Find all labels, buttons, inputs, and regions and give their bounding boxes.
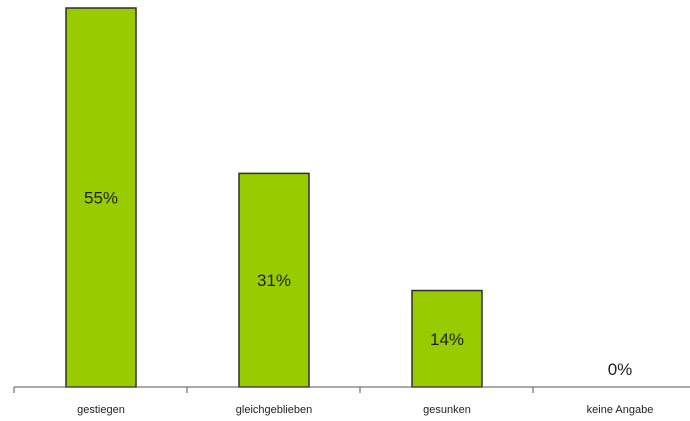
bar-0: [65, 7, 137, 388]
x-axis-ticks: [13, 387, 534, 393]
x-axis-tick-labels: gestiegen gleichgeblieben gesunken keine An…: [77, 404, 653, 416]
data-label-1: 31%: [257, 271, 291, 290]
data-label-3: 0%: [608, 360, 633, 379]
bar-2: [411, 289, 483, 388]
x-tick-label-0: gestiegen: [77, 404, 125, 416]
data-label-2: 14%: [430, 330, 464, 349]
bar-1: [238, 172, 310, 388]
x-tick-label-1: gleichgeblieben: [236, 404, 312, 416]
data-label-0: 55%: [84, 189, 118, 208]
x-tick-label-3: keine Angabe: [587, 404, 654, 416]
x-tick-label-2: gesunken: [423, 404, 471, 416]
data-labels-group: 55% 31% 14% 0%: [84, 189, 632, 380]
bars-group: [65, 7, 483, 388]
